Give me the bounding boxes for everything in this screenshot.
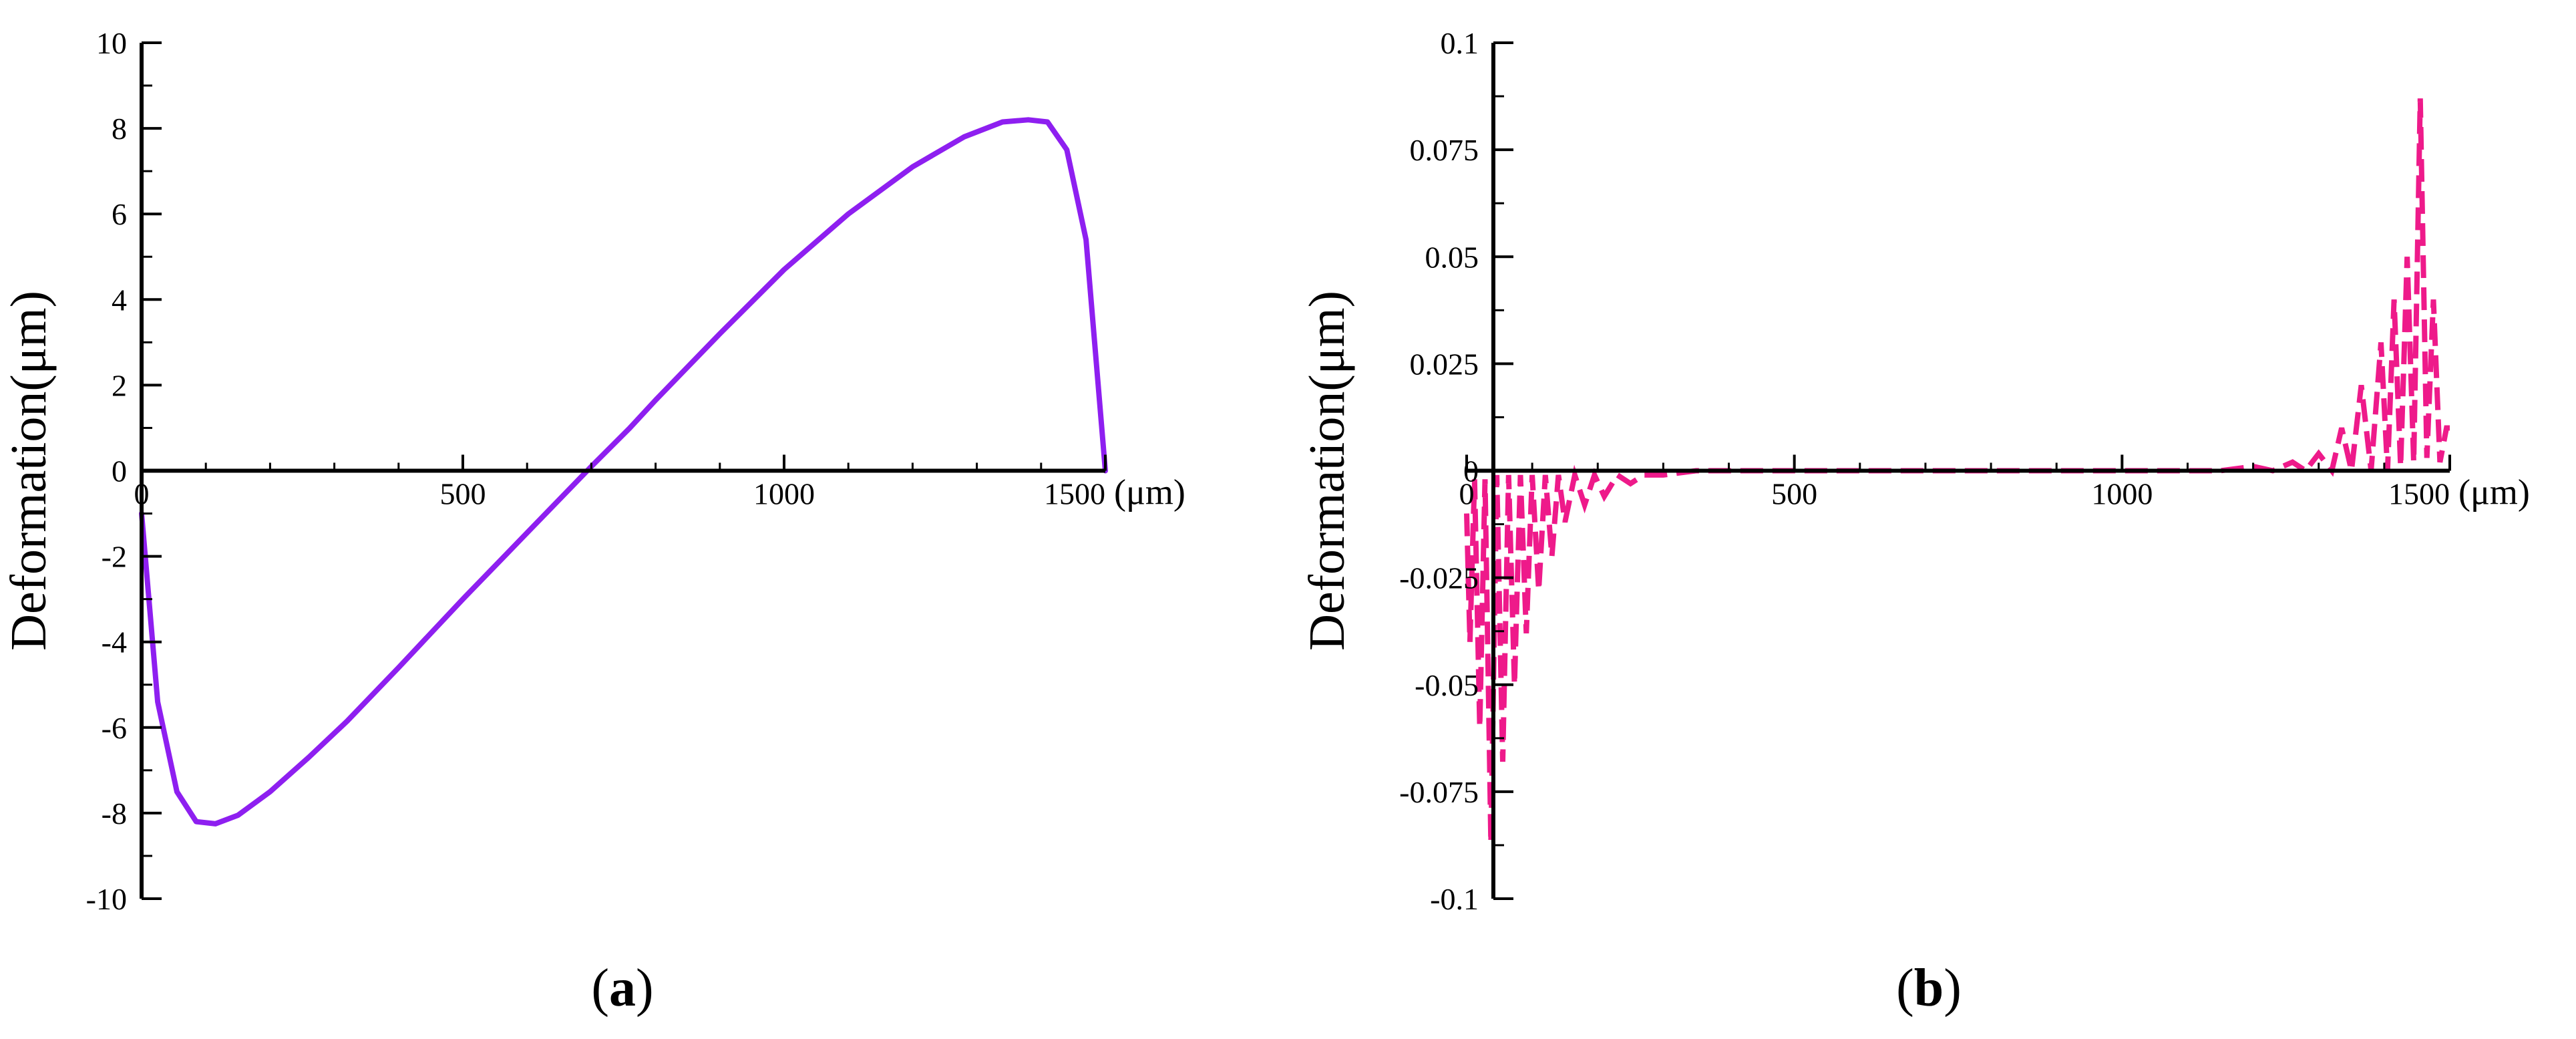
y-tick-label: 0.025 [1410,347,1479,381]
y-tick-label: 0 [1463,454,1479,488]
panel-label-letter: a [609,959,636,1018]
panel-label-close: ) [1944,959,1962,1018]
x-tick-label: 500 [1771,477,1817,511]
chart-panel-b: -0.1 -0.075 -0.05 -0.025 0 0.025 0.05 0.075 0.1 0… [1299,26,2530,1018]
x-tick-label: 1000 [2091,477,2153,511]
y-tick-label: -6 [102,711,127,745]
y-axis-title: Deformation(μm) [1,291,57,651]
series-line-0 [139,117,1108,827]
x-tick-label: 500 [440,477,486,511]
y-tick-label: -10 [86,882,127,916]
x-unit-label: (μm) [2458,472,2530,512]
x-unit-label: (μm) [1114,472,1185,512]
y-tick-label: -2 [102,540,127,574]
panel-label: (a) [591,959,653,1018]
y-tick-label: 10 [96,26,127,60]
y-tick-label: 0.05 [1425,240,1479,274]
y-tick-label: 8 [112,112,127,146]
x-tick-label: 1500 [1044,477,1105,511]
y-tick-label: 6 [112,197,127,231]
y-tick-label: -0.075 [1399,775,1479,809]
x-tick-label: 1500 [2388,477,2450,511]
y-tick-label: -0.025 [1399,561,1479,595]
y-tick-label: 4 [112,283,127,317]
x-tick-label: 0 [1459,477,1475,511]
y-axis-title: Deformation(μm) [1299,291,1355,651]
panel-label-letter: b [1914,959,1944,1018]
panel-label-close: ) [636,959,654,1018]
y-tick-label: -8 [102,796,127,831]
panel-label: (b) [1896,959,1962,1018]
y-tick-label: 0.075 [1410,133,1479,167]
y-tick-label: -0.05 [1415,668,1479,702]
y-tick-label: 0.1 [1441,26,1479,60]
y-tick-label: 0 [112,454,127,488]
panel-label-open: ( [1896,959,1914,1018]
x-tick-label: 0 [134,477,150,511]
y-tick-label: -0.1 [1430,882,1479,916]
panel-label-open: ( [591,959,609,1018]
y-tick-label: 2 [112,368,127,402]
x-tick-label: 1000 [753,477,815,511]
y-tick-label: -4 [102,625,127,659]
